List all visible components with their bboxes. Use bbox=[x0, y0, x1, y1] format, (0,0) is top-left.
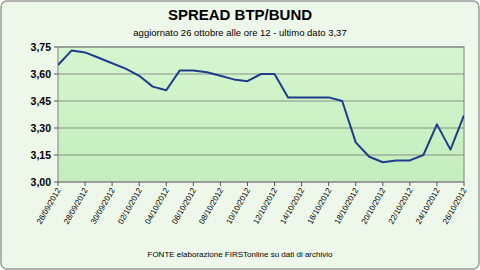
x-tick bbox=[247, 182, 248, 186]
grid-line bbox=[58, 128, 464, 129]
x-tick-label: 26/09/2012 bbox=[35, 186, 63, 226]
y-tick bbox=[54, 182, 58, 183]
x-tick-label: 16/10/2012 bbox=[306, 186, 334, 226]
x-tick-label: 18/10/2012 bbox=[333, 186, 361, 226]
spread-line bbox=[58, 51, 464, 163]
x-tick-label: 08/10/2012 bbox=[197, 186, 225, 226]
y-tick-label: 3,00 bbox=[31, 176, 52, 188]
x-tick bbox=[166, 182, 167, 186]
y-tick-label: 3,60 bbox=[31, 68, 52, 80]
x-tick bbox=[85, 182, 86, 186]
x-tick bbox=[301, 182, 302, 186]
x-tick-label: 22/10/2012 bbox=[387, 186, 415, 226]
x-tick bbox=[355, 182, 356, 186]
y-tick bbox=[54, 155, 58, 156]
x-tick-label: 24/10/2012 bbox=[414, 186, 442, 226]
x-tick-label: 02/10/2012 bbox=[116, 186, 144, 226]
source-note: FONTE elaborazione FIRSTonline su dati d… bbox=[148, 250, 334, 259]
series-group bbox=[58, 51, 464, 163]
subtitle: aggiornato 26 ottobre alle ore 12 - ulti… bbox=[133, 27, 346, 38]
grid-line bbox=[58, 101, 464, 102]
y-tick-label: 3,45 bbox=[31, 95, 52, 107]
plot-area bbox=[58, 47, 464, 182]
x-tick bbox=[58, 182, 59, 186]
y-tick-label: 3,15 bbox=[31, 149, 52, 161]
x-tick-label: 10/10/2012 bbox=[224, 186, 252, 226]
x-tick-label: 30/09/2012 bbox=[89, 186, 117, 226]
y-tick bbox=[54, 74, 58, 75]
x-tick bbox=[436, 182, 437, 186]
y-tick-label: 3,75 bbox=[31, 41, 52, 53]
y-tick-label: 3,30 bbox=[31, 122, 52, 134]
chart: SPREAD BTP/BUND aggiornato 26 ottobre all… bbox=[0, 0, 480, 270]
grid-line bbox=[58, 47, 464, 48]
y-tick bbox=[54, 47, 58, 48]
chart-frame bbox=[1, 1, 479, 269]
title: SPREAD BTP/BUND bbox=[168, 6, 312, 23]
x-tick-label: 28/09/2012 bbox=[62, 186, 90, 226]
x-tick bbox=[220, 182, 221, 186]
x-tick bbox=[274, 182, 275, 186]
x-tick-label: 06/10/2012 bbox=[170, 186, 198, 226]
x-tick-label: 04/10/2012 bbox=[143, 186, 171, 226]
x-tick bbox=[328, 182, 329, 186]
x-tick-label: 14/10/2012 bbox=[279, 186, 307, 226]
x-tick bbox=[382, 182, 383, 186]
x-tick-label: 26/10/2012 bbox=[441, 186, 469, 226]
x-tick-label: 20/10/2012 bbox=[360, 186, 388, 226]
y-tick bbox=[54, 128, 58, 129]
x-tick bbox=[409, 182, 410, 186]
x-tick bbox=[112, 182, 113, 186]
y-tick bbox=[54, 101, 58, 102]
x-tick bbox=[193, 182, 194, 186]
grid-line bbox=[58, 182, 464, 183]
x-tick-label: 12/10/2012 bbox=[251, 186, 279, 226]
x-tick bbox=[139, 182, 140, 186]
x-tick bbox=[464, 182, 465, 186]
grid-line bbox=[58, 155, 464, 156]
